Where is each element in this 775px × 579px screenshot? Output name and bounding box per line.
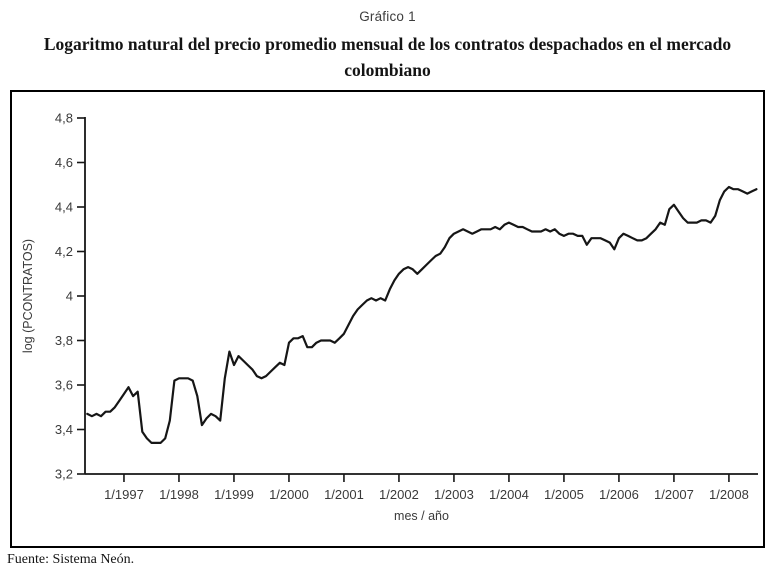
y-tick-label: 3,6 <box>55 378 73 393</box>
figure-title-line2: colombiano <box>344 60 431 80</box>
y-tick-label: 4,2 <box>55 244 73 259</box>
y-tick-label: 4 <box>66 289 73 304</box>
y-axis-title: log (PCONTRATOS) <box>21 239 35 353</box>
x-tick-label: 1/1997 <box>104 487 144 502</box>
price-line-chart: 4,8 4,6 4,4 4,2 4 3,8 3,6 3,4 3,2 1/1997 1/1998 1/1… <box>21 111 758 523</box>
y-tick-label: 4,8 <box>55 111 73 126</box>
x-tick-label: 1/2003 <box>434 487 474 502</box>
figure-title-line1: Logaritmo natural del precio promedio me… <box>43 34 732 54</box>
x-tick-label: 1/2004 <box>489 487 529 502</box>
x-tick-label: 1/1998 <box>159 487 199 502</box>
y-tick-label: 3,8 <box>55 333 73 348</box>
y-tick-label: 4,6 <box>55 155 73 170</box>
x-tick-label: 1/2007 <box>654 487 694 502</box>
x-tick-label: 1/1999 <box>214 487 254 502</box>
chart-frame: 4,8 4,6 4,4 4,2 4 3,8 3,6 3,4 3,2 1/1997 1/1998 1/1… <box>10 90 765 548</box>
source-note: Fuente: Sistema Neón. <box>7 552 135 567</box>
x-tick-label: 1/2001 <box>324 487 364 502</box>
y-tick-label: 3,4 <box>55 422 73 437</box>
x-tick-label: 1/2008 <box>709 487 749 502</box>
x-tick-label: 1/2005 <box>544 487 584 502</box>
y-tick-label: 3,2 <box>55 467 73 482</box>
x-tick-label: 1/2006 <box>599 487 639 502</box>
y-tick-label: 4,4 <box>55 200 73 215</box>
figure-title: Logaritmo natural del precio promedio me… <box>22 31 753 83</box>
series-line <box>86 185 758 444</box>
x-tick-label: 1/2002 <box>379 487 419 502</box>
x-axis-title: mes / año <box>394 509 449 523</box>
figure-kicker: Gráfico 1 <box>359 9 416 24</box>
x-tick-label: 1/2000 <box>269 487 309 502</box>
